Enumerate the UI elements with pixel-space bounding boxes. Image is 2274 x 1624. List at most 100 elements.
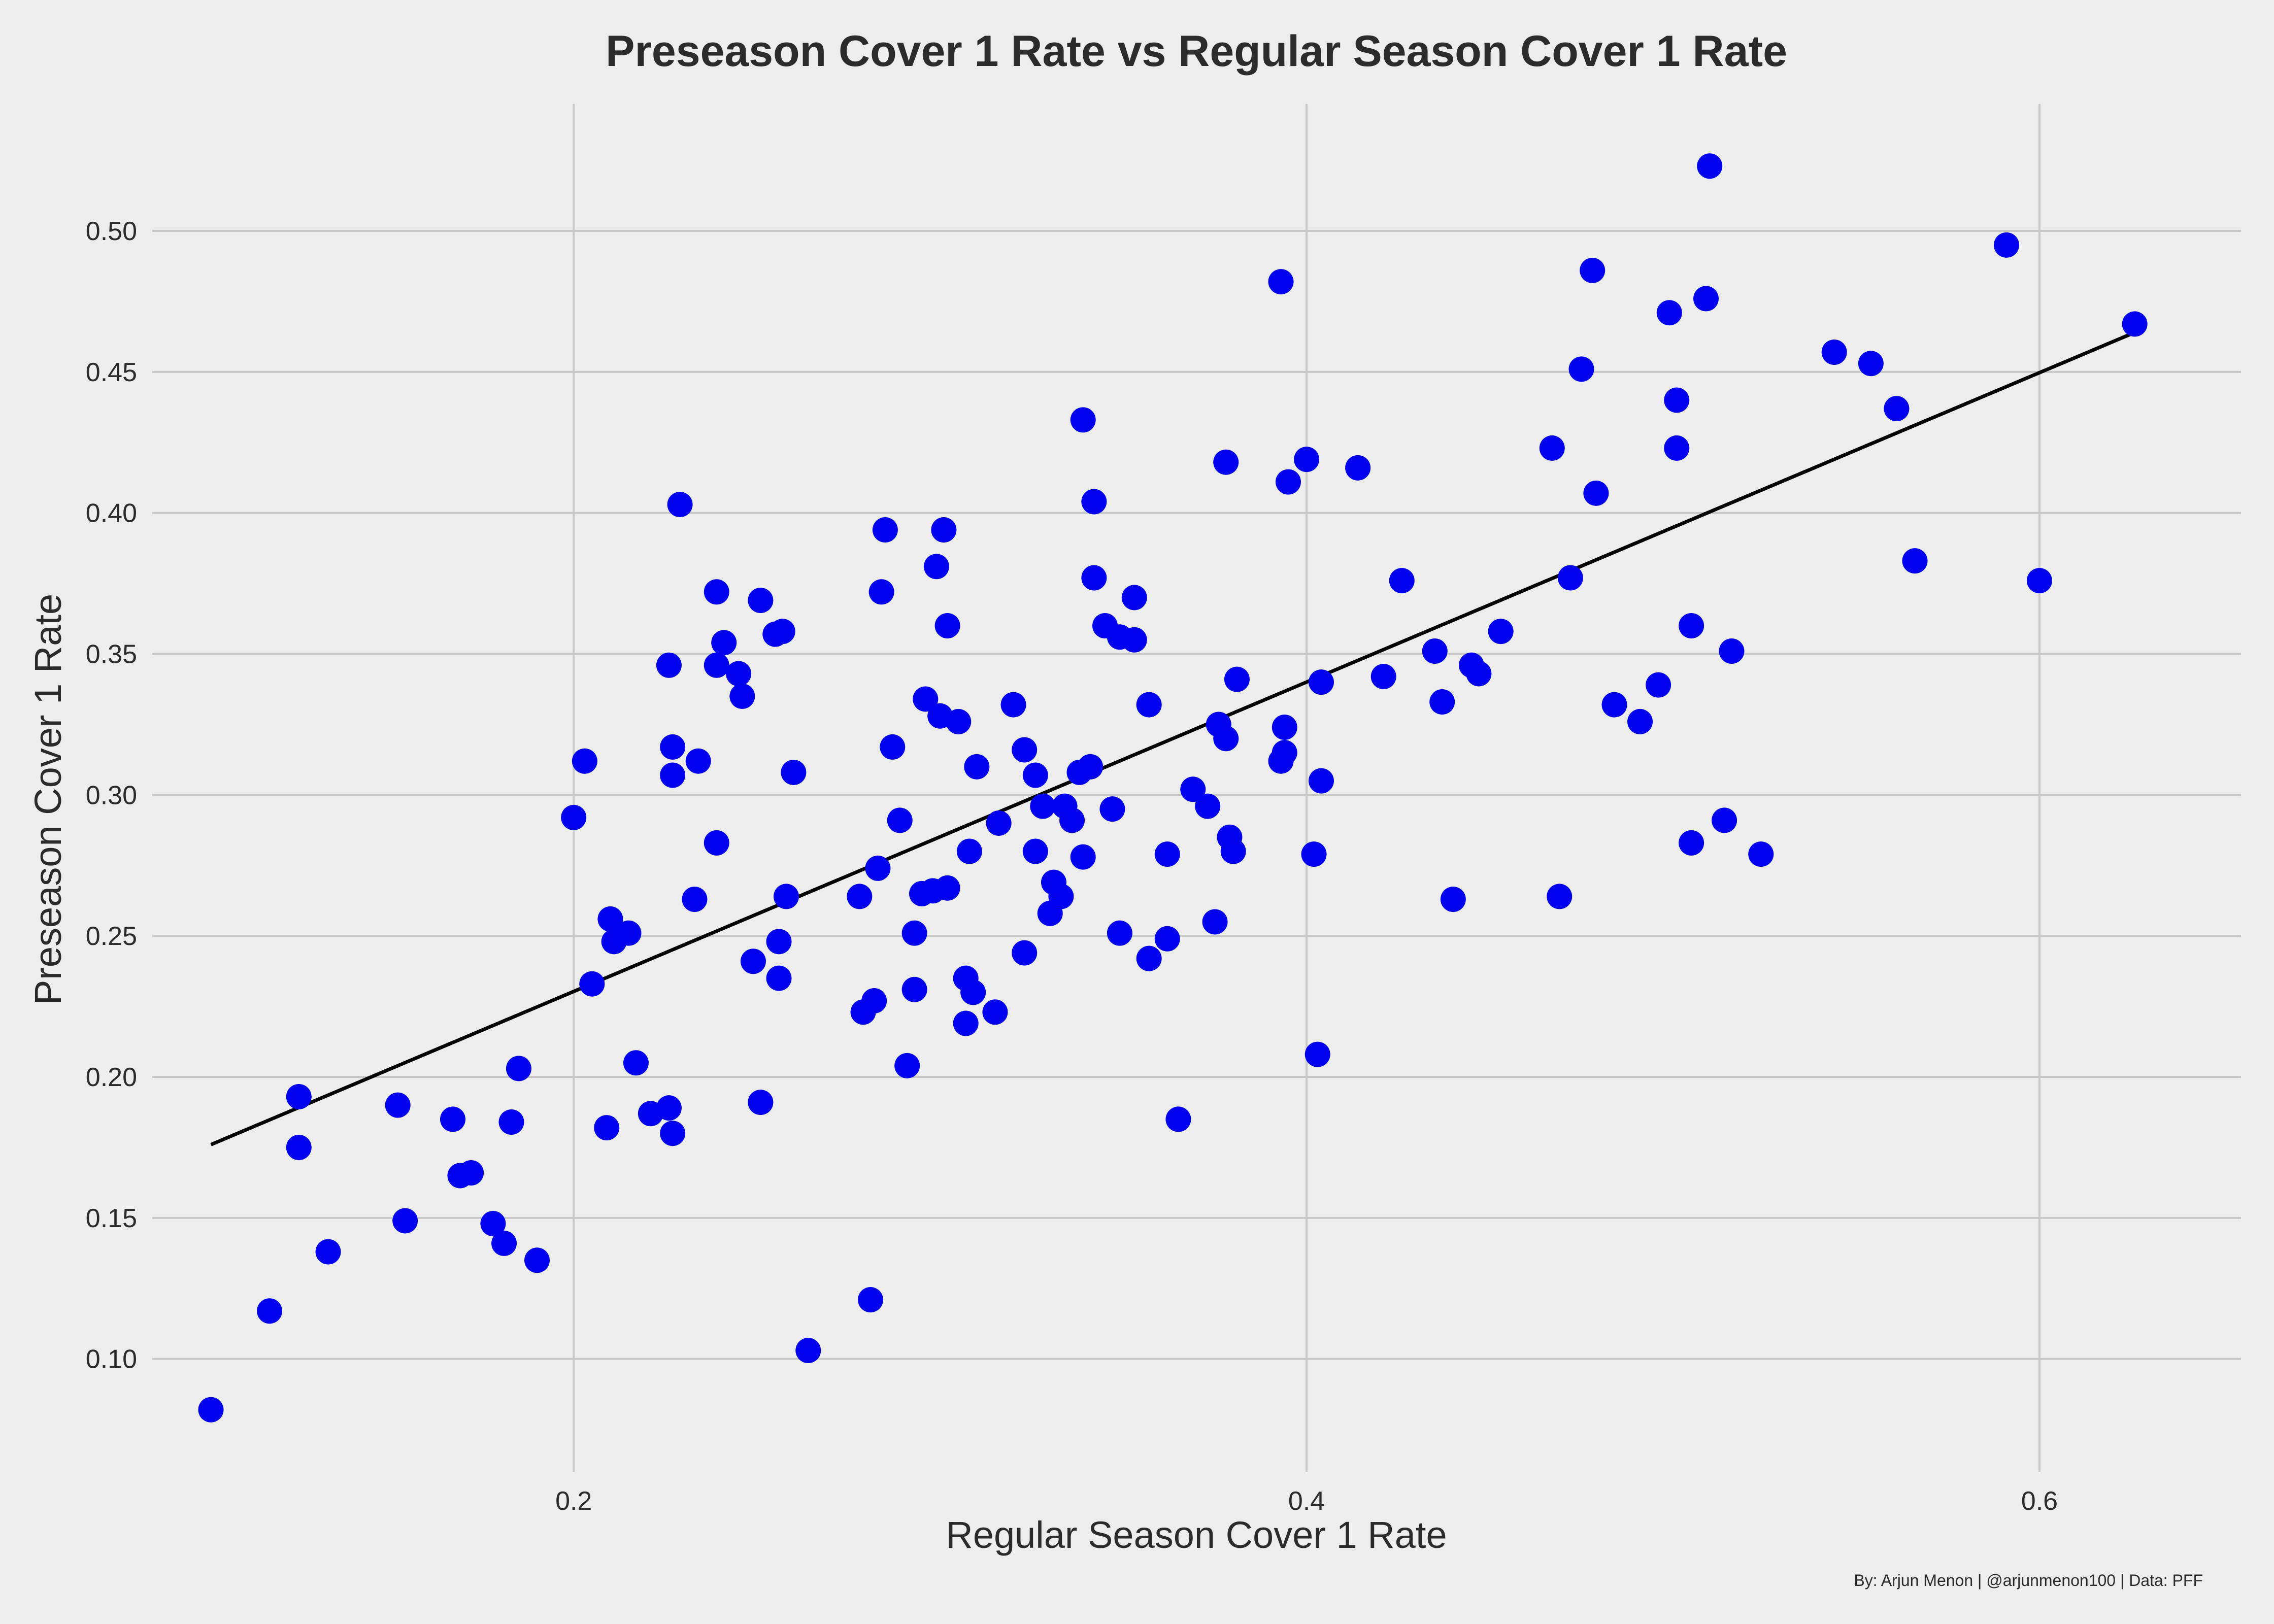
data-point [740, 949, 766, 974]
data-point [1022, 762, 1048, 788]
x-tick-label: 0.6 [2021, 1486, 2058, 1516]
y-grid-lines [152, 230, 2241, 1360]
data-point [901, 920, 927, 946]
data-point [1719, 638, 1745, 664]
data-point [861, 988, 887, 1014]
data-point [748, 587, 774, 613]
y-axis-label: Preseason Cover 1 Rate [27, 594, 69, 1005]
data-point [1272, 715, 1297, 740]
y-tick-label: 0.45 [86, 358, 137, 387]
data-point [1213, 449, 1239, 475]
data-point [579, 971, 605, 997]
data-point [1305, 1041, 1330, 1067]
data-point [1078, 754, 1103, 780]
chart-title: Preseason Cover 1 Rate vs Regular Season… [606, 27, 1787, 76]
data-point [685, 748, 711, 774]
data-point [524, 1247, 550, 1273]
data-point [682, 886, 708, 912]
data-point [1154, 841, 1180, 867]
data-point [960, 979, 986, 1005]
data-point [795, 1338, 821, 1364]
data-point [1568, 356, 1594, 382]
data-point [597, 906, 623, 932]
data-point [656, 1095, 682, 1121]
data-point [704, 830, 729, 856]
data-point [865, 855, 891, 881]
data-point [572, 748, 597, 774]
data-point [1656, 300, 1682, 326]
data-point [1136, 945, 1162, 971]
data-point [506, 1056, 531, 1081]
data-point [1220, 838, 1246, 864]
x-tick-label: 0.4 [1288, 1486, 1325, 1516]
data-point [1308, 669, 1334, 695]
data-point [1664, 387, 1690, 413]
data-point [931, 517, 957, 543]
y-tick-label: 0.40 [86, 499, 137, 528]
data-point [1993, 232, 2019, 258]
y-tick-label: 0.15 [86, 1204, 137, 1233]
data-point [1884, 396, 1910, 422]
data-point [1821, 339, 1847, 365]
data-point [872, 517, 898, 543]
chart-caption: By: Arjun Menon | @arjunmenon100 | Data:… [1854, 1571, 2203, 1589]
y-tick-label: 0.20 [86, 1063, 137, 1092]
data-point [1583, 480, 1609, 506]
data-point [1121, 585, 1147, 611]
data-point [1308, 768, 1334, 794]
x-tick-label: 0.2 [555, 1486, 592, 1516]
y-tick-label: 0.25 [86, 922, 137, 951]
data-point [1693, 286, 1719, 312]
data-point [964, 754, 990, 780]
data-point [1422, 638, 1448, 664]
data-point [901, 976, 927, 1002]
data-point [385, 1092, 411, 1118]
data-point [1070, 844, 1096, 870]
data-point [1136, 692, 1162, 718]
data-point [1679, 830, 1704, 856]
data-point [1275, 469, 1301, 495]
data-point [480, 1211, 506, 1237]
data-point [1081, 565, 1107, 591]
data-point [934, 613, 960, 638]
data-point [887, 807, 913, 833]
y-tick-label: 0.10 [86, 1345, 137, 1374]
data-point [766, 929, 792, 955]
data-point [986, 810, 1012, 836]
data-point [1121, 627, 1147, 653]
data-point [953, 1010, 979, 1036]
data-point [1272, 740, 1297, 766]
data-point [1712, 807, 1737, 833]
data-point [1748, 841, 1774, 867]
data-point [1429, 689, 1455, 715]
data-point [847, 884, 873, 909]
data-point [1539, 435, 1565, 461]
data-point [1224, 666, 1250, 692]
data-point [1389, 568, 1415, 594]
x-grid-lines [573, 104, 2041, 1472]
data-point [660, 1121, 686, 1146]
data-point [770, 619, 795, 645]
data-points [198, 153, 2148, 1423]
data-point [1679, 613, 1704, 638]
data-point [1601, 692, 1627, 718]
data-point [1580, 257, 1606, 283]
data-point [1345, 455, 1371, 481]
data-point [956, 838, 982, 864]
data-point [748, 1090, 774, 1115]
data-point [1000, 692, 1026, 718]
data-point [1202, 909, 1228, 935]
data-point [667, 492, 693, 518]
data-point [894, 1053, 920, 1078]
data-point [868, 579, 894, 605]
y-tick-labels: 0.10 0.15 0.20 0.25 0.30 0.35 0.40 0.45 0.50 [86, 217, 137, 1374]
data-point [1370, 664, 1396, 690]
data-point [498, 1109, 524, 1135]
data-point [315, 1239, 341, 1265]
data-point [1440, 886, 1466, 912]
data-point [1664, 435, 1690, 461]
data-point [1154, 926, 1180, 952]
data-point [660, 762, 686, 788]
data-point [1180, 776, 1206, 802]
